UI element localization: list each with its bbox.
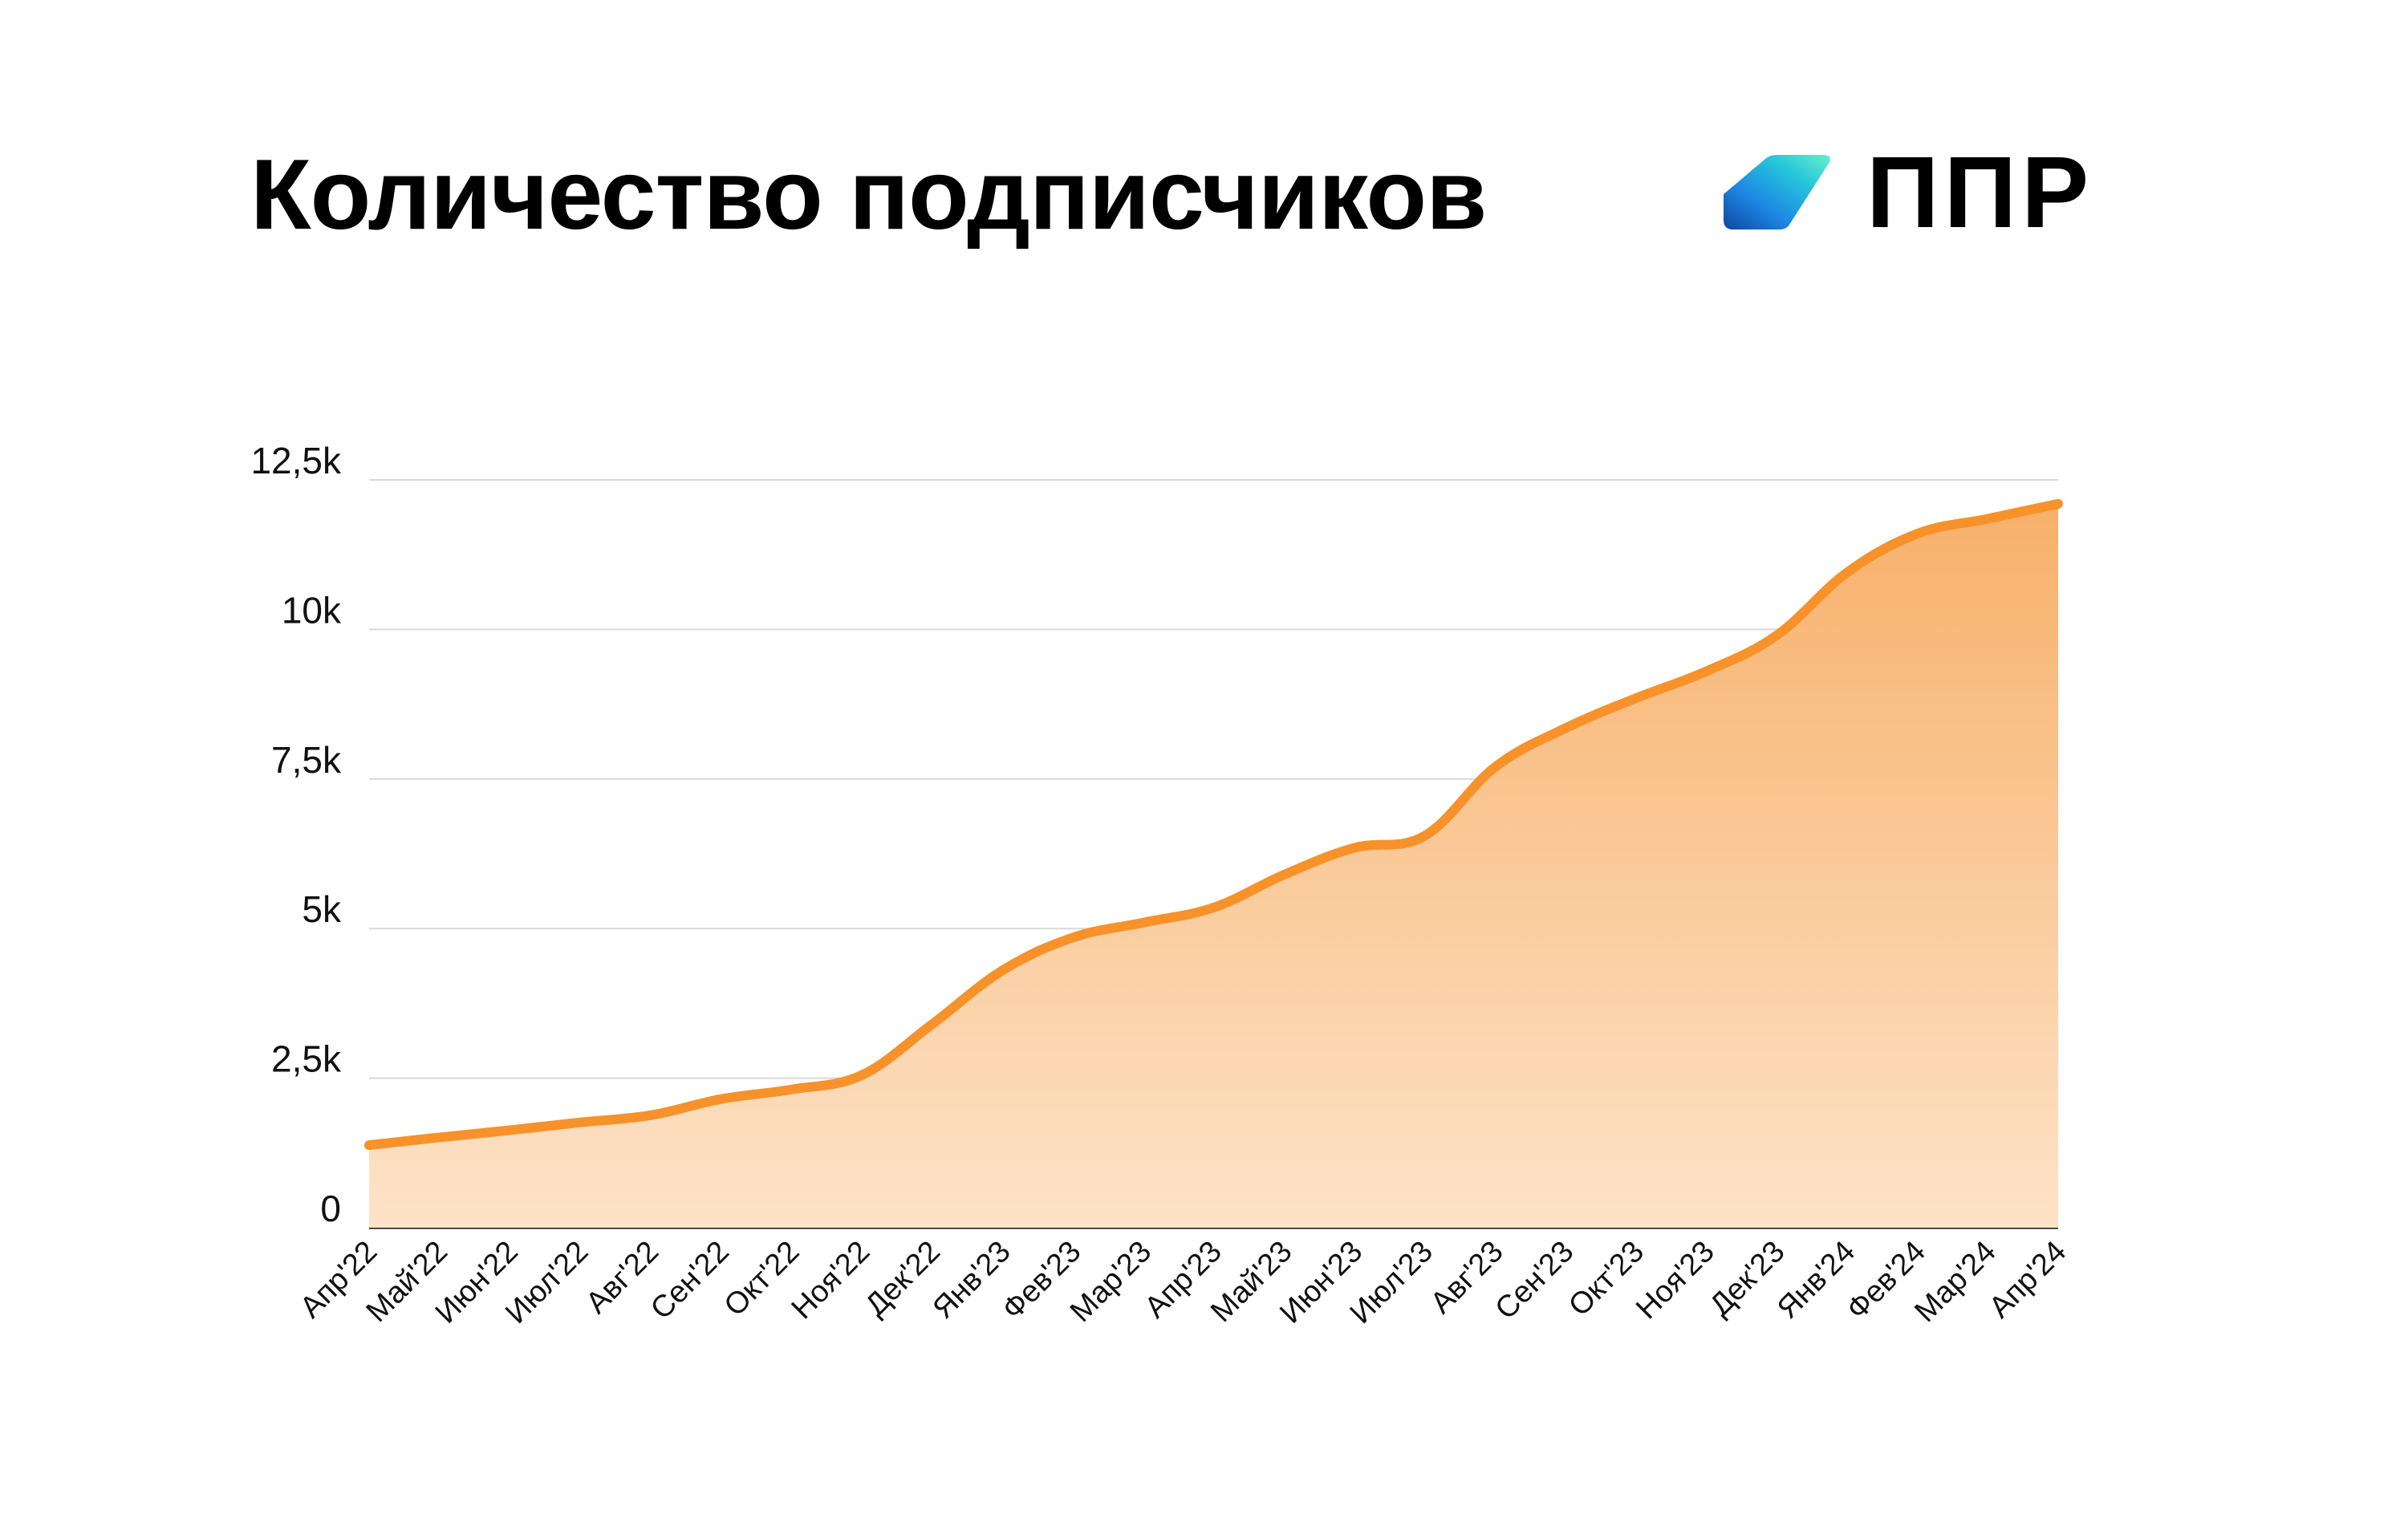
x-tick-label: Мар'23 — [1064, 1235, 1158, 1329]
series-area — [369, 503, 2058, 1228]
y-tick-label: 12,5k — [250, 440, 342, 481]
y-tick-label: 7,5k — [271, 739, 342, 781]
x-axis-ticks: Апр'22Май'22Июн'22Июл'22Авг'22Сен'22Окт'… — [294, 1235, 2073, 1330]
x-tick-label: Мар'24 — [1908, 1235, 2002, 1329]
x-tick-label: Янв'23 — [927, 1235, 1017, 1326]
logo-mark-icon — [1724, 155, 1830, 229]
y-tick-label: 0 — [320, 1188, 341, 1229]
chart-title: Количество подписчиков — [250, 140, 1487, 250]
data-points — [368, 503, 2059, 1146]
x-tick-label: Ноя'23 — [1630, 1235, 1721, 1326]
x-tick-label: Сен'22 — [644, 1235, 736, 1326]
area-fill-layer — [369, 503, 2058, 1228]
x-tick-label: Апр'24 — [1983, 1235, 2073, 1325]
y-tick-label: 2,5k — [271, 1038, 342, 1080]
y-axis-ticks: 0 2,5k 5k 7,5k 10k 12,5k — [250, 440, 342, 1229]
y-tick-label: 10k — [282, 589, 342, 631]
x-tick-label: Ноя'22 — [786, 1235, 877, 1326]
x-tick-label: Янв'24 — [1771, 1235, 1862, 1326]
y-tick-label: 5k — [302, 888, 342, 930]
logo: ППР — [1717, 136, 2094, 249]
x-tick-label: Сен'23 — [1488, 1235, 1580, 1326]
logo-text: ППР — [1866, 136, 2094, 249]
